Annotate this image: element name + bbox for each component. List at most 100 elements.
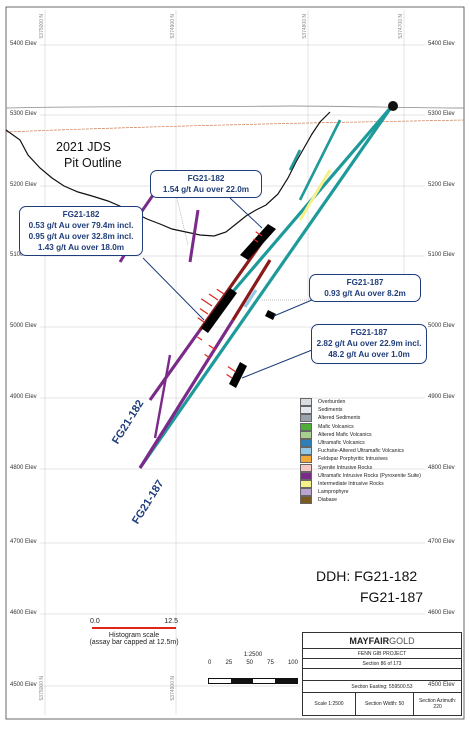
assay-spike xyxy=(227,366,237,373)
elevation-label: 5200 Elev xyxy=(428,182,455,188)
legend-item: Overburden xyxy=(300,398,462,407)
legend-label: Syenite Intrusive Rocks xyxy=(318,464,373,471)
pit-outline-label: 2021 JDS Pit Outline xyxy=(56,139,122,171)
northing-label: 5374900 N xyxy=(170,676,176,701)
elevation-label: 4600 Elev xyxy=(10,610,37,616)
title-azimuth: Section Azimuth: 220 xyxy=(414,693,461,715)
hole-trace-other xyxy=(288,149,302,171)
assay-spike xyxy=(253,238,259,243)
callout-line: 1.54 g/t Au over 22.0m xyxy=(162,185,250,194)
elevation-label: 4700 Elev xyxy=(10,539,37,545)
elevation-label: 4800 Elev xyxy=(10,465,37,471)
legend-swatch xyxy=(300,496,312,505)
elevation-label: 4500 Elev xyxy=(10,682,37,688)
azimuth-value: 220 xyxy=(433,704,442,710)
legend-swatch xyxy=(300,488,312,497)
legend-swatch xyxy=(300,471,312,480)
callout-line: 0.93 g/t Au over 8.2m xyxy=(324,289,406,298)
legend-swatch xyxy=(300,406,312,415)
callout-fg182-upper: FG21-182 1.54 g/t Au over 22.0m xyxy=(150,170,262,198)
title-spacer xyxy=(303,669,461,681)
legend-item: Diabase xyxy=(300,496,462,505)
elevation-label: 4800 Elev xyxy=(428,465,455,471)
hole-trace-other xyxy=(188,209,200,263)
northing-label: 5374800 N xyxy=(302,14,308,39)
scale-tick: 50 xyxy=(246,660,253,666)
title-block: MAYFAIRGOLD FENN GIB PROJECT Section 86 … xyxy=(302,632,462,716)
assay-spike xyxy=(226,373,233,379)
legend-item: Altered Sediments xyxy=(300,414,462,423)
callout-line: 1.43 g/t Au over 18.0m xyxy=(37,243,125,252)
legend-swatch xyxy=(300,463,312,472)
elevation-label: 5400 Elev xyxy=(10,41,37,47)
histogram-caption-cap: (assay bar capped at 12.5m) xyxy=(89,639,179,646)
title-easting: Section Easting: 559500.53 xyxy=(303,681,461,693)
elevation-label: 5000 Elev xyxy=(428,323,455,329)
histogram-scale: 0.0 12.5 Histogram scale (assay bar capp… xyxy=(74,618,194,646)
legend-swatch xyxy=(300,455,312,464)
title-project: FENN GIB PROJECT xyxy=(303,649,461,659)
legend-swatch xyxy=(300,447,312,456)
histogram-min: 0.0 xyxy=(90,618,100,625)
legend-item: Intermediate Intrusive Rocks xyxy=(300,479,462,488)
legend-label: Feldspar Porphyritic Intrusives xyxy=(318,456,388,463)
elevation-label: 4900 Elev xyxy=(10,394,37,400)
scale-tick: 100 xyxy=(287,660,298,666)
legend-label: Ultramafic Volcanics xyxy=(318,439,365,446)
callout-fg187-upper: FG21-187 0.93 g/t Au over 8.2m xyxy=(309,274,421,302)
hole-trace-other xyxy=(153,354,172,439)
legend-label: Mafic Volcanics xyxy=(318,423,354,430)
callout-title: FG21-182 xyxy=(62,210,100,219)
callout-line: 2.82 g/t Au over 22.9m incl. xyxy=(316,339,422,348)
legend-swatch xyxy=(300,430,312,439)
assay-spike xyxy=(216,288,225,295)
title-bottom-row: Scale 1:2500 Section Width: 50 Section A… xyxy=(303,693,461,715)
legend-swatch xyxy=(300,414,312,423)
hole-trace-fg21-187 xyxy=(138,105,394,469)
intercept-bar xyxy=(265,310,276,320)
callout-title: FG21-182 xyxy=(187,174,225,183)
northing-label: 5374700 N xyxy=(398,14,404,39)
elevation-label: 4500 Elev xyxy=(428,682,455,688)
legend-item: Mafic Volcanics xyxy=(300,422,462,431)
scale-tick: 25 xyxy=(225,660,233,666)
elevation-label: 5000 Elev xyxy=(10,323,37,329)
hole-segment xyxy=(138,319,235,469)
legend-label: Intermediate Intrusive Rocks xyxy=(318,480,384,487)
assay-spike xyxy=(255,231,263,237)
pit-outline-line1: 2021 JDS xyxy=(56,140,111,154)
lithology-legend: Overburden Sediments Altered Sediments Mafi… xyxy=(300,398,462,505)
pit-outline-line2: Pit Outline xyxy=(64,156,122,170)
brand-main: MAYFAIR xyxy=(349,636,390,646)
legend-label: Altered Mafic Volcanics xyxy=(318,431,372,438)
callout-leader xyxy=(142,257,205,321)
legend-item: Altered Mafic Volcanics xyxy=(300,430,462,439)
hole-segment xyxy=(148,329,202,401)
northing-label: 5375000 N xyxy=(39,14,45,39)
northing-label: 5374900 N xyxy=(170,14,176,39)
legend-item: Ultramafic Intrusive Rocks (Pyroxenite S… xyxy=(300,471,462,480)
legend-item: Sediments xyxy=(300,406,462,415)
title-scale: Scale 1:2500 xyxy=(303,693,356,715)
intercept-bar xyxy=(229,362,247,388)
callout-title: FG21-187 xyxy=(346,278,384,287)
callout-leader xyxy=(229,197,263,229)
legend-label: Diabase xyxy=(318,497,338,504)
elevation-label: 5100 Elev xyxy=(428,252,455,258)
title-brand: MAYFAIRGOLD xyxy=(303,633,461,649)
assay-spike xyxy=(199,308,209,315)
elevation-label: 5300 Elev xyxy=(10,111,37,117)
legend-swatch xyxy=(300,398,312,407)
legend-label: Sediments xyxy=(318,407,343,414)
legend-label: Fuchsite-Altered Ultramafic Volcanics xyxy=(318,448,404,455)
hole-segment xyxy=(243,289,258,308)
brand-sub: GOLD xyxy=(389,636,415,646)
legend-item: Feldspar Porphyritic Intrusives xyxy=(300,455,462,464)
scale-blocks xyxy=(208,678,298,684)
elevation-label: 5200 Elev xyxy=(10,182,37,188)
callout-leader xyxy=(241,349,313,379)
legend-item: Fuchsite-Altered Ultramafic Volcanics xyxy=(300,447,462,456)
callout-line: 48.2 g/t Au over 1.0m xyxy=(328,350,410,359)
ddh-label: DDH: FG21-182 xyxy=(316,568,418,584)
